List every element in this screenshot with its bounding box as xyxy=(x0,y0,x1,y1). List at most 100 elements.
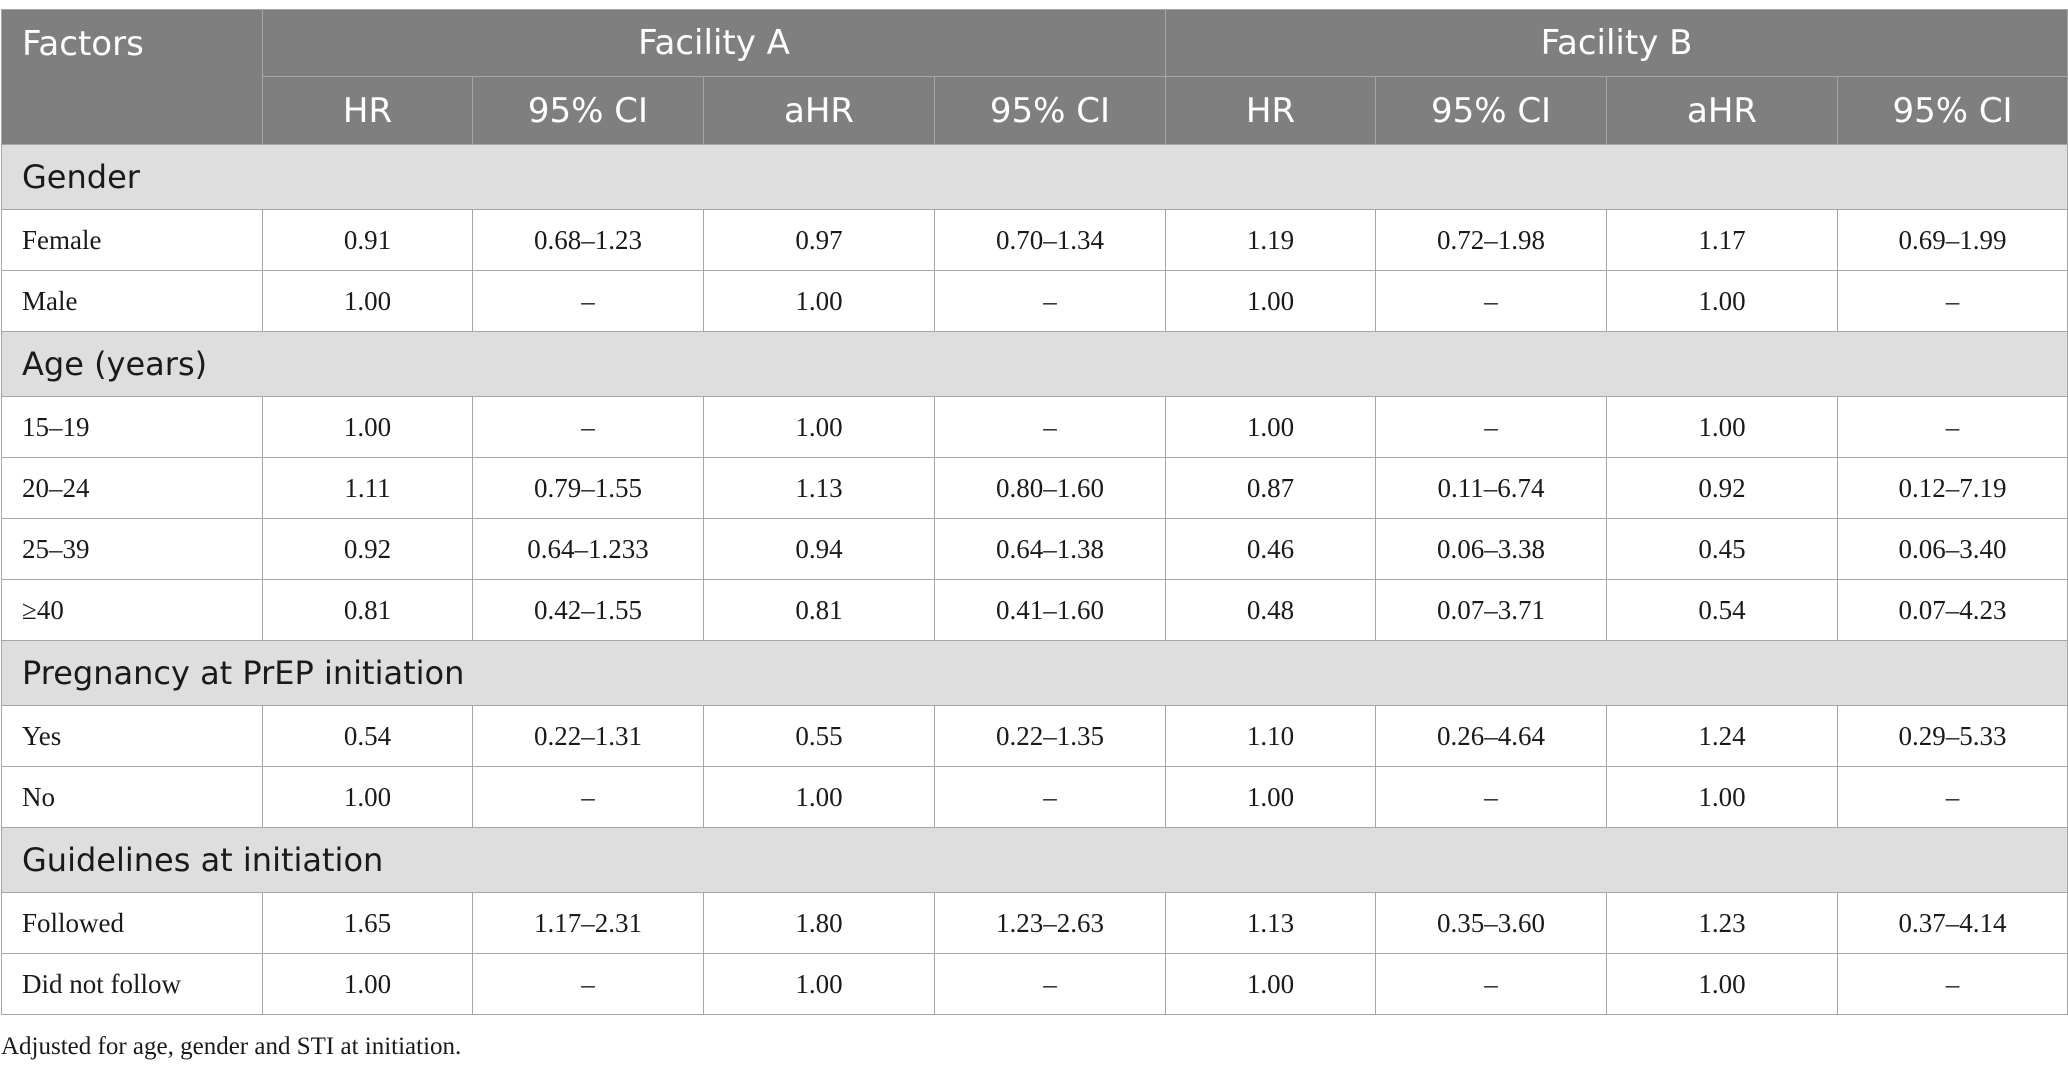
cell-b-hr-ci: 0.72–1.98 xyxy=(1375,209,1608,271)
cell-b-ahr-ci: – xyxy=(1837,953,2068,1015)
cell-b-ahr-ci: – xyxy=(1837,766,2068,828)
table-row: Followed 1.65 1.17–2.31 1.80 1.23–2.63 1.13 0.… xyxy=(1,892,2068,954)
cell-b-ahr-ci: – xyxy=(1837,270,2068,332)
cell-b-ahr-ci: 0.06–3.40 xyxy=(1837,518,2068,580)
cell-a-hr: 0.91 xyxy=(262,209,473,271)
section-row: Guidelines at initiation xyxy=(0,827,2068,893)
facility-b-header: Facility B xyxy=(1165,9,2068,77)
cell-a-hr-ci: 0.68–1.23 xyxy=(472,209,704,271)
row-label: Female xyxy=(1,209,263,271)
cell-b-ahr: 1.17 xyxy=(1606,209,1839,271)
table-row: Female 0.91 0.68–1.23 0.97 0.70–1.34 1.19 0.72… xyxy=(1,209,2068,271)
cell-b-ahr: 1.00 xyxy=(1606,766,1839,828)
row-label: No xyxy=(1,766,263,828)
cell-b-hr: 1.10 xyxy=(1165,705,1377,767)
cell-a-ahr-ci: – xyxy=(933,766,1167,828)
cell-a-ahr: 1.00 xyxy=(703,396,935,458)
cell-b-ahr-ci: 0.69–1.99 xyxy=(1837,209,2068,271)
table-row: Male 1.00–1.00–1.00–1.00– xyxy=(1,270,2068,332)
cell-a-ahr: 1.00 xyxy=(703,953,935,1015)
cell-a-hr: 0.81 xyxy=(262,579,473,641)
section-row: Pregnancy at PrEP initiation xyxy=(0,640,2068,706)
cell-a-hr-ci: – xyxy=(472,396,704,458)
cell-a-hr-ci: – xyxy=(472,270,704,332)
cell-b-hr: 0.48 xyxy=(1165,579,1377,641)
cell-b-hr: 1.00 xyxy=(1165,766,1377,828)
cell-b-hr: 1.00 xyxy=(1165,396,1377,458)
cell-a-ahr-ci: – xyxy=(933,270,1167,332)
row-label: Did not follow xyxy=(1,953,263,1015)
section-title: Guidelines at initiation xyxy=(0,827,2068,893)
cell-b-hr-ci: 0.07–3.71 xyxy=(1375,579,1608,641)
cell-a-ahr-ci: – xyxy=(933,953,1167,1015)
cell-b-ahr: 0.54 xyxy=(1606,579,1839,641)
results-table: Factors Facility A Facility B HR 95% CI … xyxy=(0,9,2068,1015)
section-title: Age (years) xyxy=(0,331,2068,397)
table-row: 20–24 1.11 0.79–1.55 1.13 0.80–1.60 0.87 0.11–… xyxy=(1,457,2068,519)
cell-a-hr: 1.00 xyxy=(262,953,473,1015)
cell-a-hr: 1.00 xyxy=(262,270,473,332)
cell-b-ahr-ci: 0.07–4.23 xyxy=(1837,579,2068,641)
cell-b-hr: 1.19 xyxy=(1165,209,1377,271)
subheader-b-ahr-ci: 95% CI xyxy=(1837,76,2068,145)
section-row: Age (years) xyxy=(0,331,2068,397)
cell-b-hr: 0.87 xyxy=(1165,457,1377,519)
row-label: 15–19 xyxy=(1,396,263,458)
cell-a-ahr-ci: 1.23–2.63 xyxy=(933,892,1167,954)
cell-b-hr-ci: – xyxy=(1375,953,1608,1015)
factors-header: Factors xyxy=(1,9,263,145)
cell-b-hr: 0.46 xyxy=(1165,518,1377,580)
cell-a-ahr-ci: 0.70–1.34 xyxy=(933,209,1167,271)
cell-a-hr: 0.54 xyxy=(262,705,473,767)
subheader-a-hr: HR xyxy=(262,76,473,145)
cell-a-ahr: 1.00 xyxy=(703,270,935,332)
cell-a-ahr: 1.80 xyxy=(703,892,935,954)
cell-a-ahr: 0.55 xyxy=(703,705,935,767)
cell-a-ahr: 0.81 xyxy=(703,579,935,641)
cell-a-hr-ci: 0.64–1.233 xyxy=(472,518,704,580)
cell-a-ahr-ci: – xyxy=(933,396,1167,458)
row-label: Followed xyxy=(1,892,263,954)
cell-a-hr-ci: 0.42–1.55 xyxy=(472,579,704,641)
subheader-a-ahr: aHR xyxy=(703,76,935,145)
cell-b-hr: 1.00 xyxy=(1165,270,1377,332)
subheader-b-hr-ci: 95% CI xyxy=(1375,76,1608,145)
row-label: Yes xyxy=(1,705,263,767)
cell-a-hr-ci: 0.22–1.31 xyxy=(472,705,704,767)
cell-a-hr-ci: 0.79–1.55 xyxy=(472,457,704,519)
cell-a-ahr-ci: 0.80–1.60 xyxy=(933,457,1167,519)
cell-b-ahr: 1.00 xyxy=(1606,396,1839,458)
cell-a-ahr: 0.94 xyxy=(703,518,935,580)
cell-b-hr-ci: – xyxy=(1375,396,1608,458)
table-row: ≥40 0.81 0.42–1.55 0.81 0.41–1.60 0.48 0.07–3.… xyxy=(1,579,2068,641)
subheader-a-ahr-ci: 95% CI xyxy=(933,76,1167,145)
cell-a-ahr-ci: 0.22–1.35 xyxy=(933,705,1167,767)
cell-b-ahr: 0.92 xyxy=(1606,457,1839,519)
cell-b-ahr: 0.45 xyxy=(1606,518,1839,580)
cell-b-ahr-ci: – xyxy=(1837,396,2068,458)
subheader-a-hr-ci: 95% CI xyxy=(472,76,704,145)
cell-b-ahr: 1.00 xyxy=(1606,953,1839,1015)
cell-b-ahr: 1.00 xyxy=(1606,270,1839,332)
cell-b-hr-ci: 0.26–4.64 xyxy=(1375,705,1608,767)
cell-b-ahr-ci: 0.12–7.19 xyxy=(1837,457,2068,519)
cell-b-hr-ci: 0.35–3.60 xyxy=(1375,892,1608,954)
section-title: Pregnancy at PrEP initiation xyxy=(0,640,2068,706)
cell-a-hr-ci: 1.17–2.31 xyxy=(472,892,704,954)
cell-b-ahr: 1.23 xyxy=(1606,892,1839,954)
table-footnote: Adjusted for age, gender and STI at init… xyxy=(1,1033,462,1060)
facility-a-header: Facility A xyxy=(261,9,1167,77)
table-row: Yes 0.54 0.22–1.31 0.55 0.22–1.35 1.10 0.26–4.… xyxy=(1,705,2068,767)
subheader-b-hr: HR xyxy=(1165,76,1377,145)
table-row: No 1.00–1.00–1.00–1.00– xyxy=(1,766,2068,828)
cell-b-hr: 1.13 xyxy=(1165,892,1377,954)
cell-b-ahr-ci: 0.37–4.14 xyxy=(1837,892,2068,954)
table-row: 15–19 1.00–1.00–1.00–1.00– xyxy=(1,396,2068,458)
cell-b-hr: 1.00 xyxy=(1165,953,1377,1015)
cell-a-hr: 1.11 xyxy=(262,457,473,519)
cell-a-ahr-ci: 0.41–1.60 xyxy=(933,579,1167,641)
table-header: Factors Facility A Facility B HR 95% CI … xyxy=(1,9,2068,145)
row-label: Male xyxy=(1,270,263,332)
cell-b-hr-ci: 0.11–6.74 xyxy=(1375,457,1608,519)
